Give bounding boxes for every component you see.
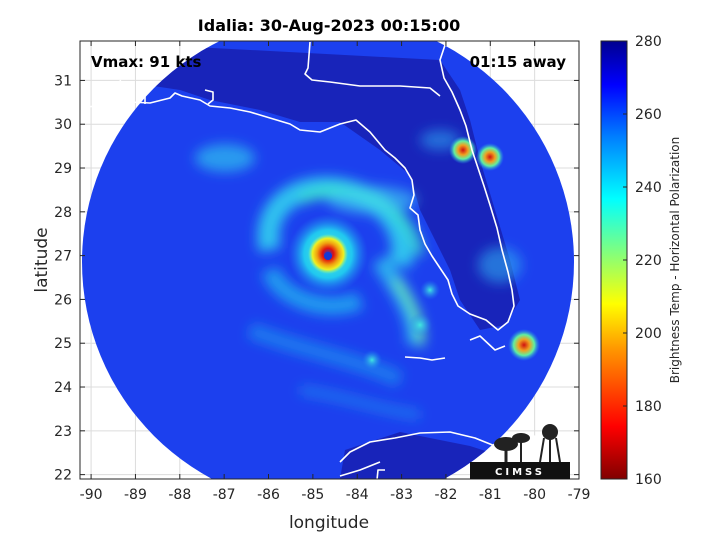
y-tick-label: 24 [54, 380, 72, 396]
convection-hotspot [508, 329, 540, 361]
x-tick-label: -88 [168, 487, 191, 503]
cuba-south-coast [339, 461, 381, 477]
x-tick-label: -82 [434, 487, 457, 503]
x-tick-label: -83 [390, 487, 413, 503]
colorbar-tick-label: 200 [635, 326, 662, 342]
time-away-annotation: 01:15 away [470, 53, 567, 71]
x-tick-label: -79 [568, 487, 591, 503]
mobile-bay [204, 89, 214, 105]
y-tick-label: 26 [54, 292, 72, 308]
colorbar-tick-label: 260 [635, 107, 662, 123]
y-tick-label: 25 [54, 336, 72, 352]
colorbar [600, 40, 628, 480]
isla-juventud [376, 469, 385, 479]
convection-cell [420, 280, 440, 300]
colorbar-tick-label: 220 [635, 253, 662, 269]
x-tick-label: -85 [301, 487, 324, 503]
y-tick-label: 22 [54, 468, 72, 484]
colorbar-tick-label: 280 [635, 34, 662, 50]
chart-title: Idalia: 30-Aug-2023 00:15:00 [198, 16, 460, 35]
y-axis-label: latitude [32, 227, 52, 292]
x-tick-label: -87 [213, 487, 236, 503]
convection-hotspot [476, 143, 504, 171]
y-tick-label: 28 [54, 205, 72, 221]
x-tick-label: -86 [257, 487, 280, 503]
y-tick-label: 29 [54, 161, 72, 177]
colorbar-ticks: 160 180 200 220 240 260 280 [623, 34, 662, 488]
satellite-swath [80, 41, 574, 479]
y-tick-label: 23 [54, 424, 72, 440]
vmax-annotation: Vmax: 91 kts [91, 53, 201, 71]
storm-eye [324, 252, 332, 260]
gulf-coast-inlets [95, 79, 146, 104]
logo-banner [470, 462, 570, 479]
axes-frame [79, 40, 580, 480]
antenna-dish-icon [494, 437, 518, 451]
convection-cell [362, 350, 382, 370]
colorbar-tick-label: 180 [635, 399, 662, 415]
y-tick-label: 30 [54, 117, 72, 133]
cimss-logo: CIMSS [470, 424, 570, 479]
florida-coastline [80, 44, 515, 331]
x-tick-label: -84 [346, 487, 369, 503]
land-mass [82, 41, 520, 330]
colorbar-tick-label: 160 [635, 472, 662, 488]
convection-cell [408, 313, 432, 337]
keys-coast [469, 335, 506, 351]
y-tick-label: 27 [54, 249, 72, 265]
axis-ticks: -90 -89 -88 -87 -86 -85 -84 -83 -82 -81 -80 -79 22 23… [54, 41, 590, 503]
x-tick-label: -90 [80, 487, 103, 503]
water-tower-icon [542, 424, 558, 440]
colorbar-label: Brightness Temp - Horizontal Polarizatio… [668, 137, 682, 384]
colorbar-tick-label: 240 [635, 180, 662, 196]
x-tick-label: -80 [523, 487, 546, 503]
logo-label: CIMSS [495, 467, 545, 478]
florida-keys [404, 356, 446, 361]
x-axis-label: longitude [289, 513, 369, 533]
y-tick-label: 31 [54, 73, 72, 89]
state-border [304, 41, 441, 97]
x-tick-label: -89 [124, 487, 147, 503]
x-tick-label: -81 [479, 487, 502, 503]
